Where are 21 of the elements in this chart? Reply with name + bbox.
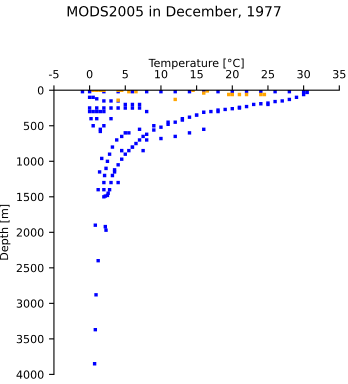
- x-tick-label: 25: [262, 70, 274, 78]
- y-tick-label: 1000: [17, 157, 44, 166]
- x-axis-title: Temperature [°C]: [148, 58, 244, 70]
- y-tick-label: 0: [38, 86, 44, 95]
- y-tick-label: 3500: [16, 334, 44, 344]
- y-tick-label: 1500: [17, 192, 44, 202]
- x-tick-label: 30: [297, 70, 310, 78]
- x-tick-label: 20: [226, 70, 239, 78]
- y-tick-label: 500: [24, 122, 44, 130]
- chart-title: MODS2005 in December, 1977: [68, 6, 281, 18]
- y-tick-label: 4000: [16, 370, 44, 379]
- y-tick-label: 2500: [16, 264, 44, 272]
- y-tick-label: 2000: [16, 228, 44, 237]
- x-tick-label: 35: [333, 70, 346, 78]
- x-tick-label: -5: [48, 70, 59, 78]
- x-tick-label: 10: [155, 70, 168, 78]
- y-axis-title: Depth [m]: [0, 204, 10, 260]
- x-tick-label: 15: [190, 70, 203, 78]
- x-tick-label: 0: [86, 70, 92, 78]
- x-tick-label: 5: [122, 70, 128, 78]
- y-tick-label: 3000: [16, 299, 44, 308]
